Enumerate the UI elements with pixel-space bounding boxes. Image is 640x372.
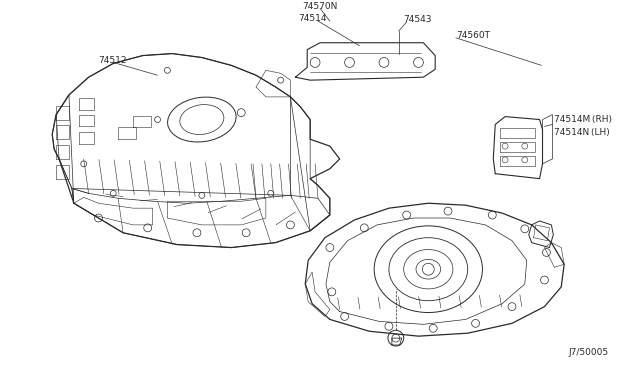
Text: 74560T: 74560T	[456, 31, 490, 40]
Text: J7/50005: J7/50005	[568, 349, 608, 357]
Text: 74514: 74514	[298, 14, 327, 23]
Text: 74543: 74543	[404, 15, 432, 23]
Text: 74514N (LH): 74514N (LH)	[554, 128, 610, 137]
Text: 74512: 74512	[99, 56, 127, 65]
Text: 74514M (RH): 74514M (RH)	[554, 115, 612, 124]
Text: 74570N: 74570N	[302, 2, 338, 11]
